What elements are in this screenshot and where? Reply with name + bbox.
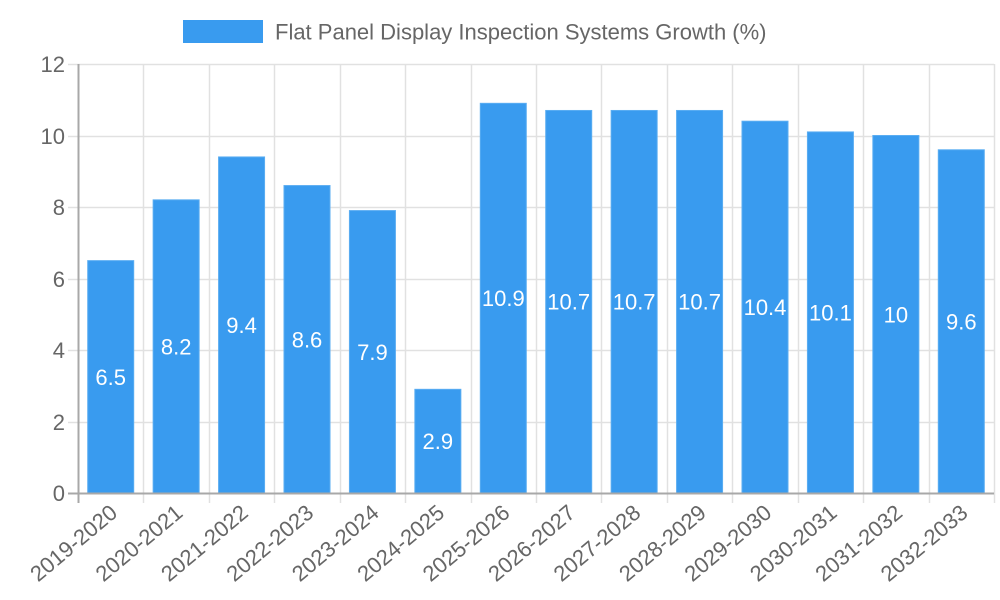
bar[interactable] xyxy=(348,210,396,494)
bar-value-label: 7.9 xyxy=(357,340,388,365)
bar[interactable] xyxy=(741,120,789,494)
bar[interactable] xyxy=(87,260,135,494)
x-axis-ticks: 2019-20202020-20212021-20222022-20232023… xyxy=(25,500,972,587)
bar[interactable] xyxy=(218,156,266,494)
y-tick-label: 2 xyxy=(53,410,65,435)
bar-value-label: 9.4 xyxy=(226,313,257,338)
bar[interactable] xyxy=(414,388,462,494)
axes xyxy=(68,64,994,503)
bar[interactable] xyxy=(152,199,200,494)
bar-value-label: 9.6 xyxy=(946,309,977,334)
bar-value-label: 10.7 xyxy=(678,290,721,315)
y-axis-ticks: 0 2 4 6 8 10 12 xyxy=(41,52,65,506)
legend-swatch xyxy=(183,20,263,43)
bar[interactable] xyxy=(479,102,527,494)
bar[interactable] xyxy=(872,135,920,494)
bar-value-label: 6.5 xyxy=(95,365,126,390)
y-tick-label: 4 xyxy=(53,338,65,363)
bar-value-label: 10 xyxy=(884,302,908,327)
y-tick-label: 10 xyxy=(41,124,65,149)
bar-value-label: 10.4 xyxy=(744,295,787,320)
bar[interactable] xyxy=(283,185,331,494)
bar-value-label: 8.2 xyxy=(161,334,192,359)
bar-value-label: 10.1 xyxy=(809,300,852,325)
bar-value-label: 10.7 xyxy=(613,290,656,315)
grid-lines xyxy=(68,63,996,503)
bar[interactable] xyxy=(676,109,724,494)
bars: 6.5 8.2 9.4 8.6 7.9 2.9 10.9 10.7 10.7 10.7 10.4 10… xyxy=(87,102,985,494)
y-tick-label: 6 xyxy=(53,267,65,292)
y-tick-label: 8 xyxy=(53,195,65,220)
bar-value-label: 10.7 xyxy=(547,290,590,315)
bar[interactable] xyxy=(545,109,593,494)
bar[interactable] xyxy=(937,149,985,494)
bar-value-label: 10.9 xyxy=(482,286,525,311)
bar[interactable] xyxy=(806,131,854,494)
bar-value-label: 8.6 xyxy=(292,327,323,352)
bar[interactable] xyxy=(610,109,658,494)
bar-value-label: 2.9 xyxy=(423,429,454,454)
y-tick-label: 12 xyxy=(41,52,65,77)
legend-label: Flat Panel Display Inspection Systems Gr… xyxy=(275,20,767,45)
y-tick-label: 0 xyxy=(53,481,65,506)
legend[interactable]: Flat Panel Display Inspection Systems Gr… xyxy=(183,20,767,45)
